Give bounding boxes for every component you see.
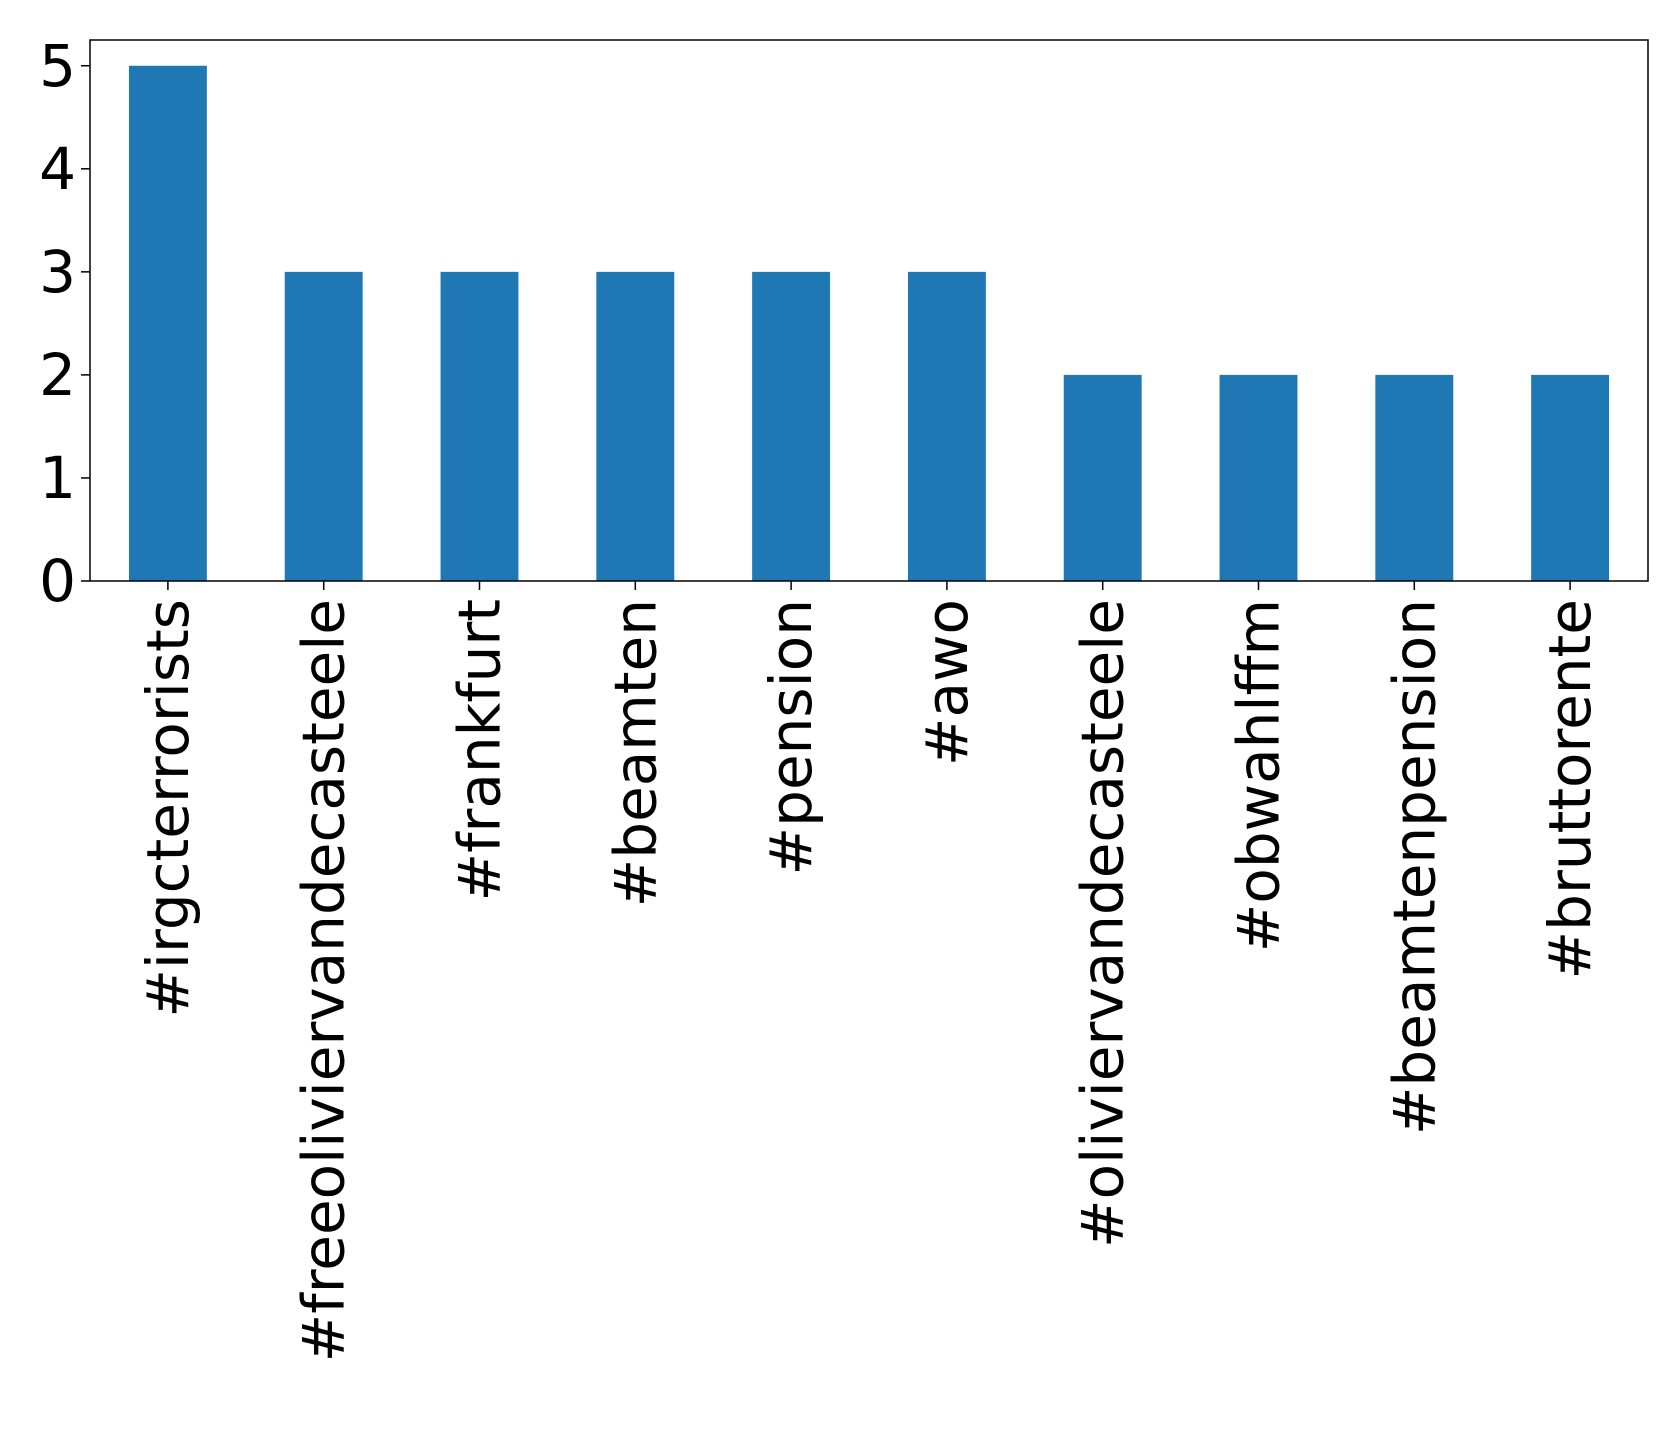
bars-group bbox=[128, 65, 1610, 581]
bar bbox=[1375, 374, 1454, 581]
bar bbox=[440, 271, 519, 581]
y-axis: 0 1 2 3 4 5 bbox=[39, 32, 90, 615]
bar bbox=[284, 271, 363, 581]
x-tick-label: #beamten bbox=[601, 599, 669, 907]
x-tick-label: #obwahlffm bbox=[1225, 599, 1293, 952]
plot-area-frame bbox=[89, 39, 1649, 582]
x-tick-label: #awo bbox=[913, 599, 981, 766]
x-tick-label: #bruttorente bbox=[1536, 599, 1604, 979]
bar bbox=[1063, 374, 1142, 581]
bar bbox=[907, 271, 986, 581]
bar bbox=[752, 271, 831, 581]
x-tick-label: #beamtenpension bbox=[1380, 599, 1448, 1135]
y-tick-label: 5 bbox=[39, 32, 76, 100]
x-tick-label: #pension bbox=[757, 599, 825, 875]
y-tick-label: 4 bbox=[39, 135, 76, 203]
y-tick-label: 1 bbox=[39, 444, 76, 512]
bar bbox=[1531, 374, 1610, 581]
x-tick-label: #frankfurt bbox=[446, 599, 514, 902]
bar bbox=[128, 65, 207, 581]
x-axis: #irgcterrorists #freeoliviervandecasteele… bbox=[134, 581, 1604, 1362]
x-tick-label: #oliviervandecasteele bbox=[1069, 599, 1137, 1248]
bar bbox=[596, 271, 675, 581]
x-tick-label: #irgcterrorists bbox=[134, 599, 202, 1018]
y-tick-label: 2 bbox=[39, 341, 76, 409]
bar bbox=[1219, 374, 1298, 581]
x-tick-label: #freeoliviervandecasteele bbox=[290, 599, 358, 1362]
y-tick-label: 0 bbox=[39, 547, 76, 615]
y-tick-label: 3 bbox=[39, 238, 76, 306]
